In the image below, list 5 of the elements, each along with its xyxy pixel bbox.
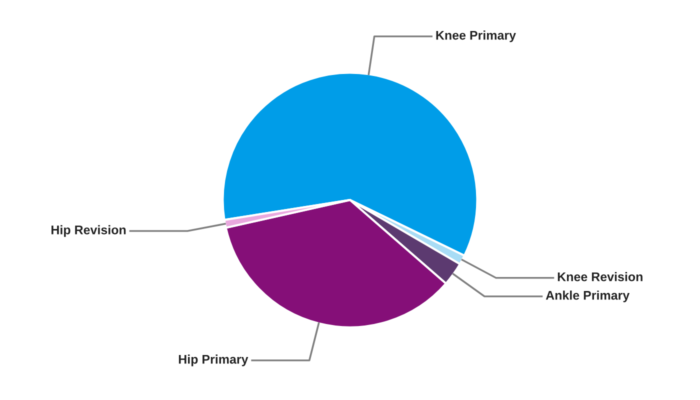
slice-label: Ankle Primary bbox=[546, 290, 630, 302]
slice-label: Knee Primary bbox=[436, 30, 516, 42]
slice-label: Hip Revision bbox=[52, 225, 126, 237]
slice-label: Hip Primary bbox=[178, 354, 248, 366]
slice-label: Knee Revision bbox=[558, 272, 642, 282]
